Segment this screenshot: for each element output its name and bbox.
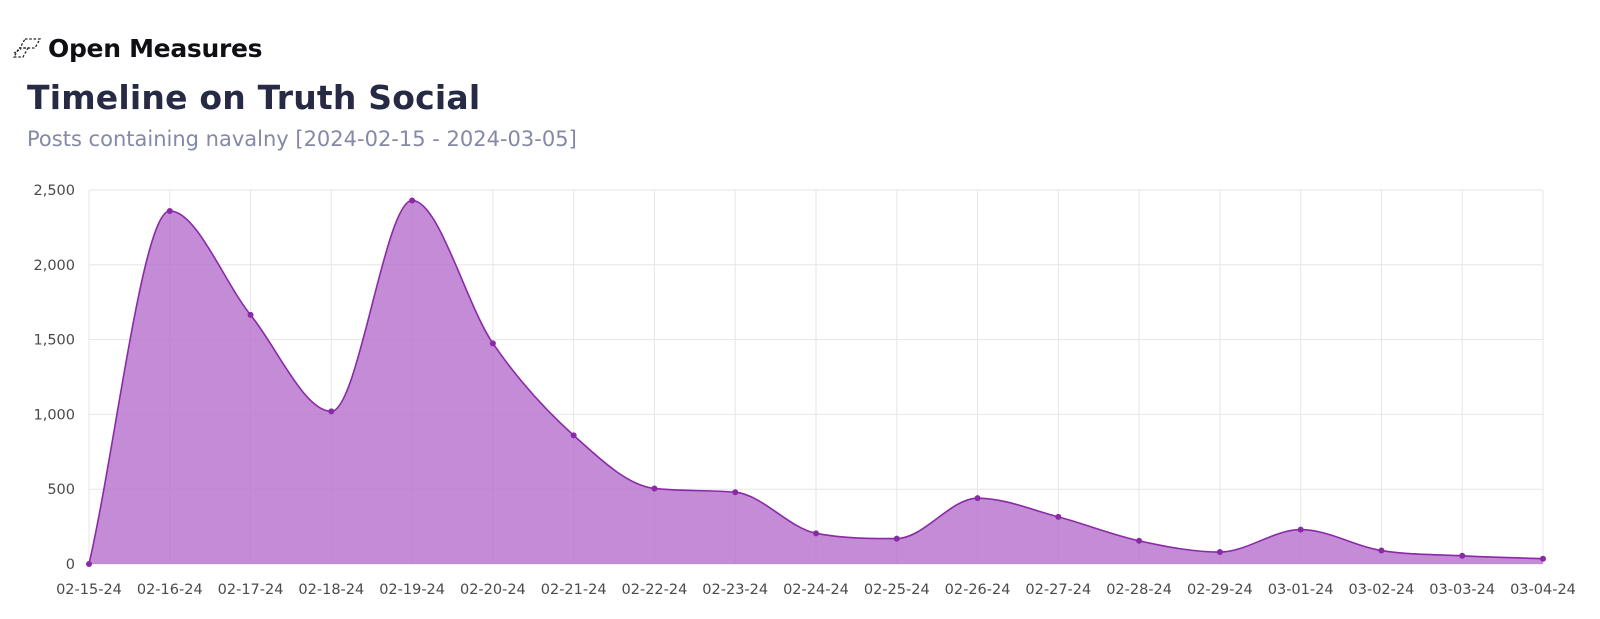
y-tick-label: 1,500 <box>33 333 75 349</box>
x-tick-label: 03-01-24 <box>1268 582 1334 598</box>
data-point <box>489 340 496 347</box>
x-tick-label: 02-29-24 <box>1187 582 1253 598</box>
data-point <box>1378 547 1385 554</box>
data-point <box>570 432 577 439</box>
data-point <box>328 408 335 415</box>
x-tick-label: 02-24-24 <box>783 582 849 598</box>
y-tick-label: 1,000 <box>33 407 75 423</box>
y-tick-label: 500 <box>47 482 75 498</box>
x-tick-label: 02-19-24 <box>379 582 445 598</box>
data-point <box>1055 513 1062 520</box>
x-tick-label: 02-16-24 <box>137 582 203 598</box>
brand: Open Measures <box>12 30 263 66</box>
data-point <box>247 311 254 318</box>
data-point <box>974 495 981 502</box>
x-tick-label: 02-20-24 <box>460 582 526 598</box>
open-measures-logo-icon <box>12 38 42 58</box>
x-tick-label: 02-21-24 <box>541 582 607 598</box>
x-tick-label: 02-22-24 <box>622 582 688 598</box>
x-tick-label: 02-26-24 <box>945 582 1011 598</box>
chart-title: Timeline on Truth Social <box>27 78 481 117</box>
chart-subtitle: Posts containing navalny [2024-02-15 - 2… <box>27 127 577 151</box>
y-tick-label: 2,000 <box>33 258 75 274</box>
y-tick-label: 2,500 <box>33 183 75 199</box>
data-point <box>166 207 173 214</box>
data-point <box>893 535 900 542</box>
y-tick-label: 0 <box>66 557 75 573</box>
data-point <box>86 561 92 567</box>
data-point <box>1297 526 1304 533</box>
data-point <box>409 197 416 204</box>
data-point <box>1459 552 1466 559</box>
series-area <box>89 200 1543 564</box>
x-tick-label: 02-15-24 <box>56 582 122 598</box>
x-tick-label: 02-23-24 <box>702 582 768 598</box>
x-tick-label: 02-17-24 <box>218 582 284 598</box>
data-point <box>1136 537 1143 544</box>
data-point <box>1216 549 1223 556</box>
x-tick-label: 02-28-24 <box>1106 582 1172 598</box>
x-tick-label: 03-03-24 <box>1429 582 1495 598</box>
data-point <box>651 485 658 492</box>
brand-name: Open Measures <box>48 33 263 63</box>
x-tick-label: 02-27-24 <box>1025 582 1091 598</box>
series-line <box>88 199 1544 565</box>
x-tick-label: 03-04-24 <box>1510 582 1576 598</box>
data-point <box>1540 555 1546 562</box>
x-tick-label: 02-25-24 <box>864 582 930 598</box>
x-tick-label: 03-02-24 <box>1349 582 1415 598</box>
data-point <box>732 489 739 496</box>
data-point <box>813 530 819 537</box>
x-tick-label: 02-18-24 <box>298 582 364 598</box>
